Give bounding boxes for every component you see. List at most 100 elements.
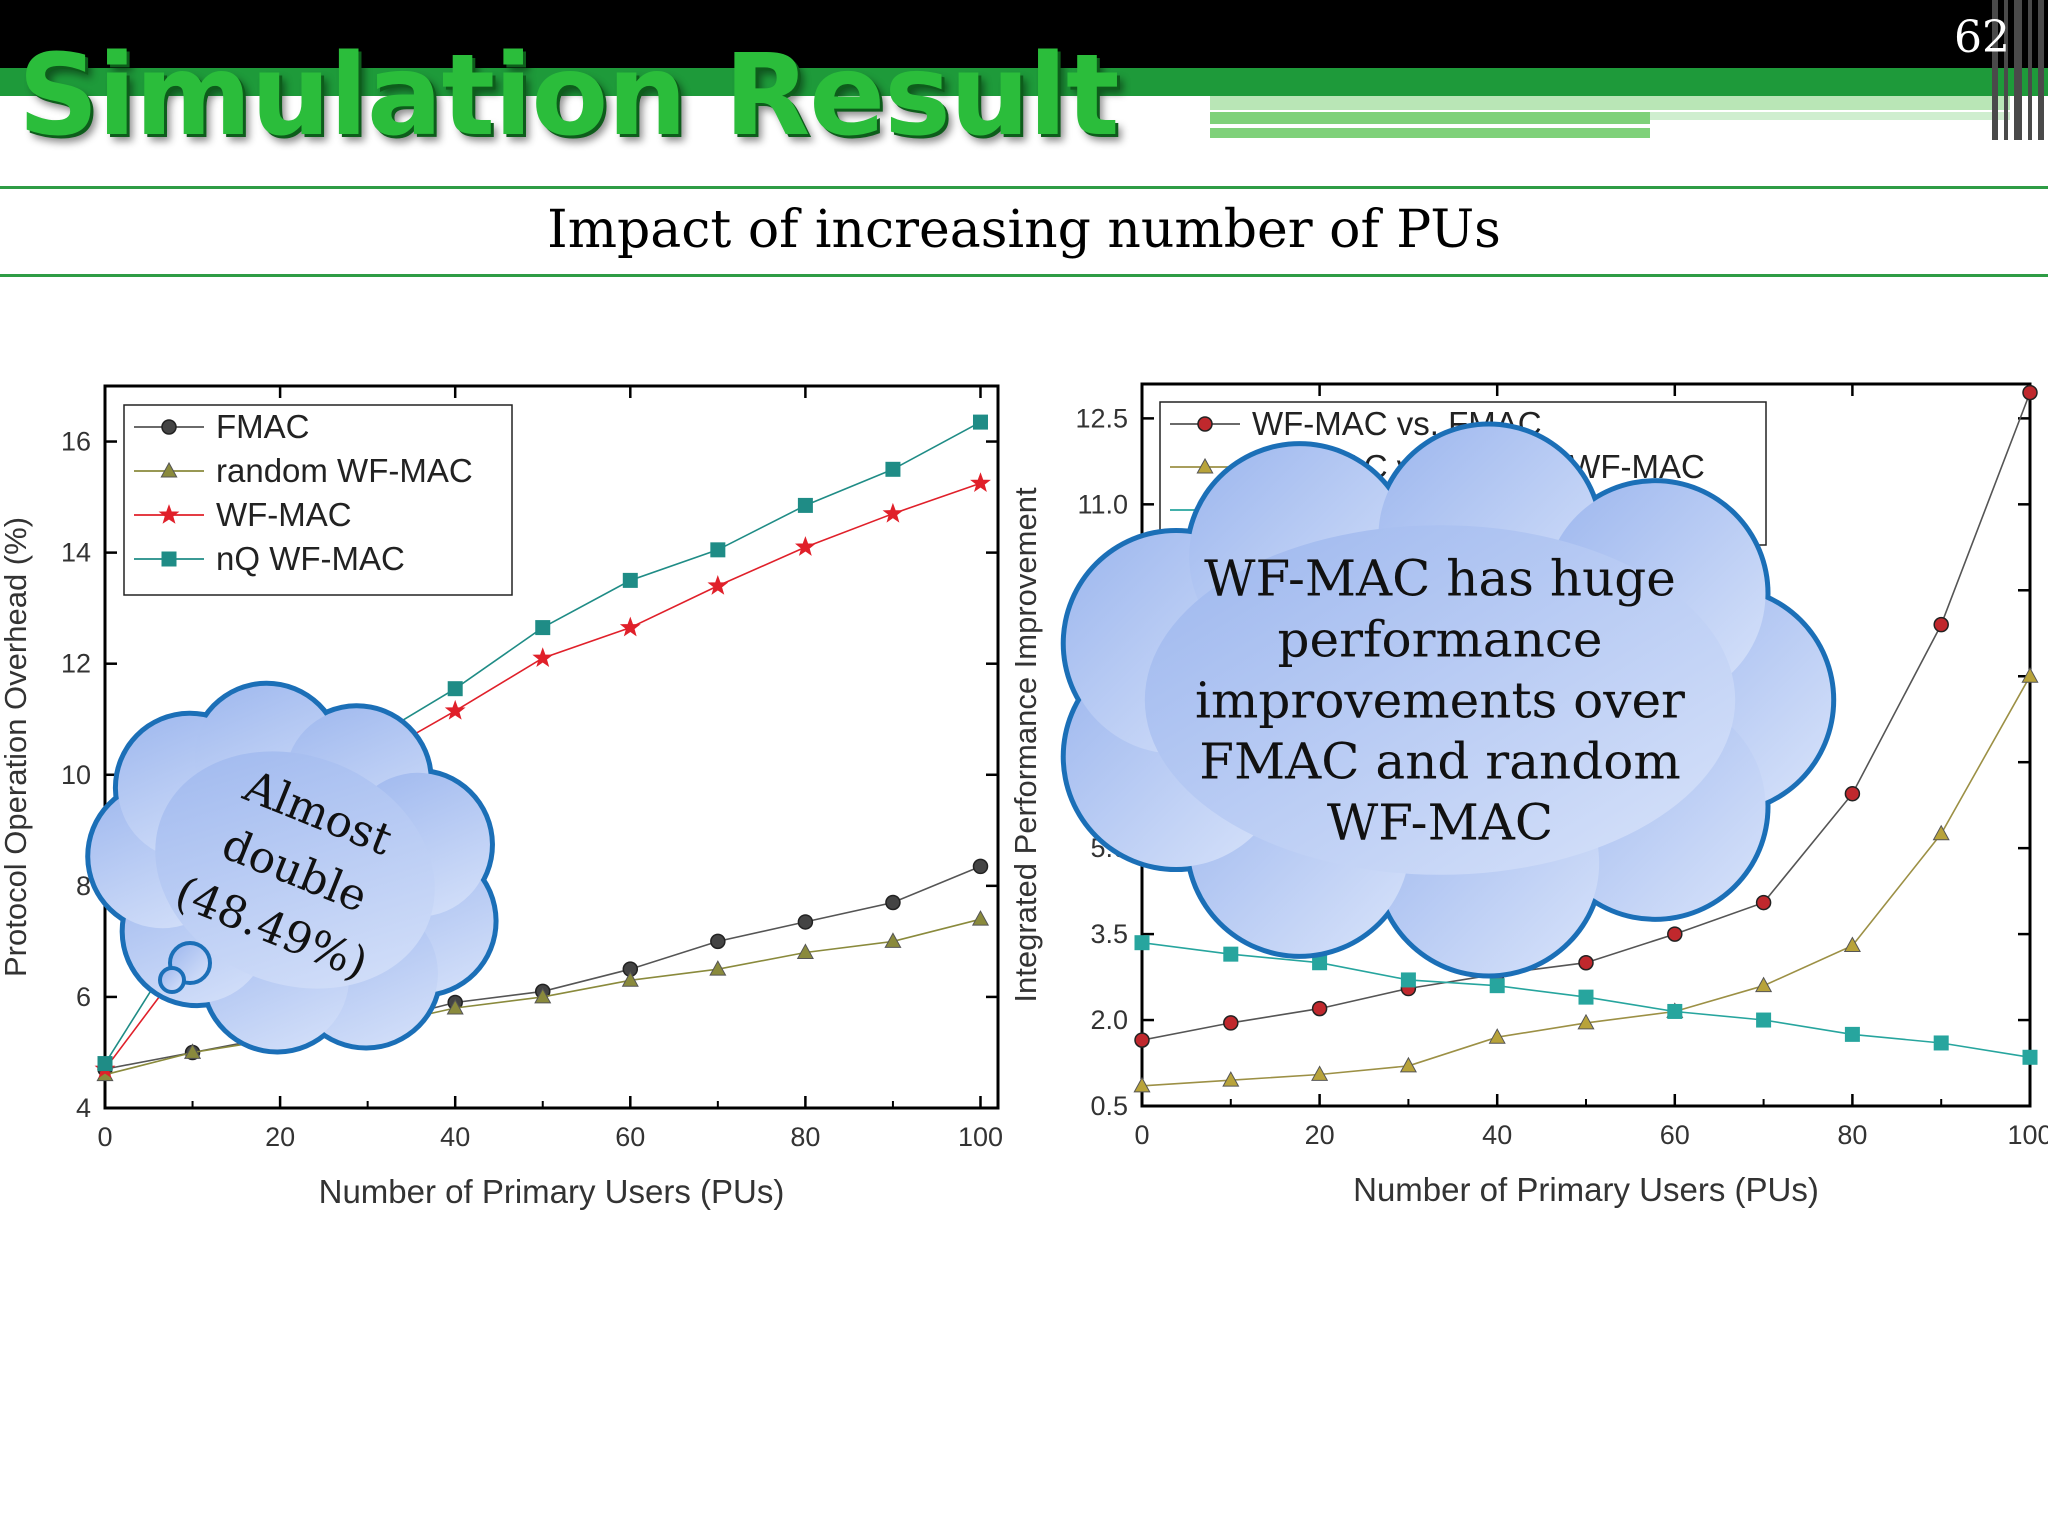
header-right-decoration [1988, 0, 2048, 140]
y-tick-label: 8 [76, 871, 91, 901]
x-tick-label: 40 [1482, 1120, 1512, 1150]
legend-marker [1197, 416, 1213, 432]
cloud-fill [155, 751, 435, 989]
legend: FMAC random WF-MAC WF-MAC nQ WF-MAC [123, 404, 513, 596]
data-point [1844, 1026, 1860, 1042]
data-point [1844, 785, 1861, 802]
data-point [1400, 972, 1416, 988]
legend-marker [161, 419, 177, 435]
data-point [2022, 384, 2038, 401]
legend-box [123, 404, 513, 596]
data-point [972, 414, 988, 430]
data-point [1843, 936, 1861, 953]
data-point [885, 461, 901, 477]
callout-line: performance [1277, 611, 1602, 669]
cloud-shape [1060, 421, 1837, 979]
data-point [797, 497, 813, 513]
legend-marker [161, 551, 177, 567]
x-tick-label: 80 [1837, 1120, 1867, 1150]
x-tick-label: 0 [1134, 1120, 1149, 1150]
legend-label: random WF-MAC [216, 452, 473, 489]
data-point [1577, 1013, 1595, 1030]
data-point [882, 502, 904, 523]
series-random-wf-mac [96, 910, 990, 1082]
data-point [2022, 1049, 2038, 1065]
cloud-tail-bubble [158, 966, 186, 994]
cloud-fill [1144, 525, 1736, 875]
data-point [1578, 954, 1594, 971]
y-tick-label: 12.5 [1075, 403, 1128, 433]
y-axis-label: Protocol Operation Overhead (%) [0, 517, 33, 977]
data-point [1134, 1032, 1150, 1048]
data-point [1578, 989, 1594, 1005]
x-tick-label: 80 [790, 1122, 820, 1152]
header-stripe [1650, 112, 2010, 120]
header-stripe [1210, 124, 2010, 128]
data-point [970, 472, 991, 492]
data-point [1134, 935, 1150, 951]
data-point [184, 1043, 202, 1059]
data-point [1223, 1015, 1239, 1031]
data-point [446, 998, 464, 1015]
callout-line: improvements over [1195, 672, 1685, 730]
cloud-shape [85, 680, 499, 1055]
data-point [707, 575, 729, 595]
data-point [1489, 978, 1505, 994]
data-point [534, 987, 552, 1004]
legend-label: FMAC [216, 408, 310, 445]
data-point [710, 542, 726, 558]
data-point [1312, 955, 1328, 971]
data-point [1223, 946, 1239, 962]
x-tick-label: 20 [1305, 1120, 1335, 1150]
series-square [1134, 935, 2038, 1065]
data-point [2021, 667, 2039, 683]
legend-marker [1196, 457, 1214, 474]
y-tick-label: 2.0 [1090, 1005, 1128, 1035]
callout-line: FMAC and random [1199, 733, 1681, 791]
data-point [532, 647, 554, 668]
legend-marker [158, 504, 180, 524]
callout-line: WF-MAC [1327, 794, 1553, 852]
legend-label: nQ WF-MAC [216, 540, 405, 577]
data-point [1932, 824, 1950, 841]
y-axis-label: Integrated Performance Improvement [1008, 487, 1043, 1003]
header-black-bar [0, 0, 2048, 68]
y-tick-label: 14 [61, 538, 91, 568]
data-point [621, 971, 639, 987]
legend-label: WF-MAC [216, 496, 352, 533]
y-tick-label: 3.5 [1090, 919, 1128, 949]
data-point [884, 932, 902, 948]
data-point [885, 894, 901, 911]
data-point [1933, 1035, 1949, 1051]
data-point [1311, 1000, 1328, 1017]
y-tick-label: 6 [76, 982, 91, 1012]
x-tick-label: 20 [265, 1122, 295, 1152]
slide-number: 62 [1954, 12, 2010, 63]
data-point [971, 910, 990, 926]
data-point [796, 943, 814, 959]
data-point [710, 933, 726, 950]
x-tick-label: 100 [958, 1122, 1003, 1152]
x-tick-label: 40 [440, 1122, 470, 1152]
data-point [709, 960, 727, 976]
data-point [1756, 1012, 1772, 1028]
data-point [1311, 1065, 1329, 1081]
y-tick-label: 11.0 [1077, 489, 1128, 519]
subtitle-divider [0, 274, 2048, 277]
data-point [1488, 1028, 1506, 1044]
x-tick-label: 0 [97, 1122, 112, 1152]
y-tick-label: 12 [61, 649, 91, 679]
x-axis-label: Number of Primary Users (PUs) [319, 1173, 785, 1210]
data-point [97, 1056, 113, 1072]
header-stripe [1210, 96, 2010, 110]
data-point [972, 858, 989, 875]
data-point [1133, 1076, 1151, 1093]
data-point [1933, 616, 1949, 633]
data-point [797, 914, 814, 930]
data-point [535, 620, 551, 636]
plot-frame [103, 384, 1000, 1110]
header-green-bar [0, 68, 2048, 96]
x-tick-label: 100 [2007, 1120, 2048, 1150]
